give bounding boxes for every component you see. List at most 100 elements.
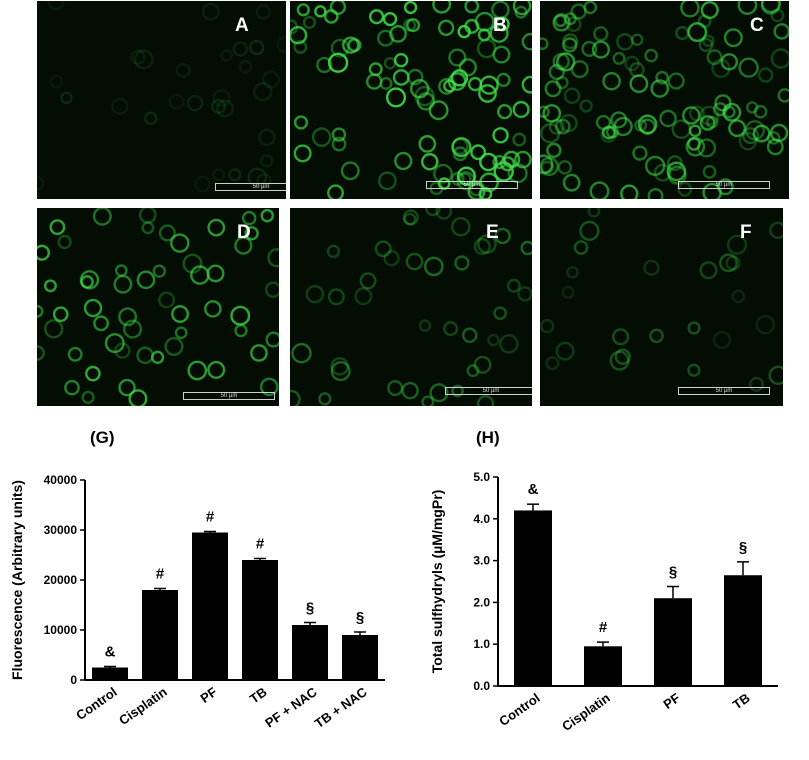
fluorescent-cell [250,344,268,362]
fluorescent-cell [667,72,685,90]
fluorescent-cell [514,5,528,19]
fluorescent-cell [487,333,500,347]
fluorescent-cell [548,63,565,81]
scale-bar-label: 50 µm [715,388,733,394]
fluorescent-cell [499,334,519,354]
fluorescent-cell [256,173,272,189]
fluorescent-cell [150,350,165,364]
fluorescent-cell [207,218,226,237]
fluorescent-cell [554,14,567,28]
fluorescent-cell [216,99,234,118]
chart-g-panel-label: (G) [90,428,115,447]
fluorescent-cell [579,220,600,241]
fluorescent-cell [699,261,718,280]
fluorescent-cell [570,60,589,79]
fluorescent-cell [557,160,573,175]
fluorescent-cell [171,305,190,323]
panel-letter: D [237,222,251,243]
fluorescent-cell [492,45,511,64]
fluorescent-cell [474,11,495,32]
fluorescent-cell [392,69,410,86]
fluorescent-cell [293,39,308,54]
fluorescent-cell [238,59,253,74]
fluorescent-cell [311,127,332,147]
fluorescent-cell [473,355,492,374]
fluorescent-cell [230,305,251,326]
scale-bar-label: 50 µm [220,393,238,399]
fluorescent-cell [379,77,393,90]
y-tick-label: 2.0 [473,595,490,609]
cell-image [290,1,532,199]
fluorescent-cell [542,104,562,123]
fluorescent-cell [479,75,499,95]
panel-letter: B [493,15,507,36]
fluorescent-cell [314,5,327,18]
fluorescent-cell [731,289,746,304]
fluorescent-cell [728,119,746,138]
fluorescent-cell [234,236,253,255]
fluorescent-cell [113,274,133,294]
fluorescent-cell [204,300,222,318]
fluorescent-cell [450,69,469,87]
fluorescent-cell [711,58,731,78]
fluorescent-cell [64,379,80,396]
micrograph-panel-b: B 50 µm [290,1,532,199]
scale-bar: 50 µm [678,387,770,395]
fluorescent-cell [653,163,672,182]
fluorescent-cell [402,209,419,226]
fluorescent-cell [43,279,57,293]
fluorescent-cell [492,155,507,170]
fluorescent-cell [234,323,248,338]
fluorescent-cell [456,166,476,186]
fluorescent-cell [753,104,768,119]
cell-image [290,208,532,406]
fluorescent-cell [327,184,344,199]
fluorescent-cell [512,100,530,119]
fluorescent-cell [562,37,578,53]
significance-mark: § [669,564,677,581]
fluorescent-cell [207,360,226,379]
fluorescent-cell [748,376,764,392]
fluorescent-cell [168,93,185,110]
fluorescent-cell [421,153,439,171]
fluorescent-cell [755,314,776,335]
fluorescent-cell [451,137,469,155]
fluorescent-cell [520,240,532,256]
significance-mark: # [256,536,265,553]
fluorescent-cell [738,57,759,78]
fluorescent-cell [190,265,210,285]
fluorescent-cell [291,343,312,364]
category-label: PF [660,690,682,712]
fluorescent-cell [418,319,432,332]
fluorescent-cell [540,105,550,119]
fluorescent-cell [470,144,487,161]
fluorescent-cell [241,210,257,226]
fluorescent-cell [680,1,700,18]
fluorescent-cell [331,136,347,152]
fluorescent-cell [57,234,72,250]
fluorescent-cell [433,163,453,184]
fluorescent-cell [37,304,44,318]
fluorescent-cell [206,264,225,283]
fluorescent-cell [591,40,610,59]
fluorescent-cell [79,270,100,290]
significance-mark: # [156,566,165,583]
panel-letter: C [750,15,764,36]
fluorescent-cell [175,62,191,78]
fluorescent-cell [342,36,360,54]
fluorescent-cell [688,105,705,122]
bar [242,560,278,680]
significance-mark: & [528,481,539,498]
fluorescent-cell [258,128,276,147]
fluorescent-cell [562,173,581,192]
fluorescent-cell [583,1,598,15]
fluorescent-cell [473,237,491,256]
fluorescent-cell [138,208,157,224]
fluorescent-cell [612,328,630,346]
fluorescent-cell [647,188,664,199]
fluorescent-cell [467,182,486,199]
category-label: PF [197,684,219,706]
fluorescent-cell [377,29,395,47]
fluorescent-cell [682,106,701,125]
fluorescent-cell [130,49,146,65]
